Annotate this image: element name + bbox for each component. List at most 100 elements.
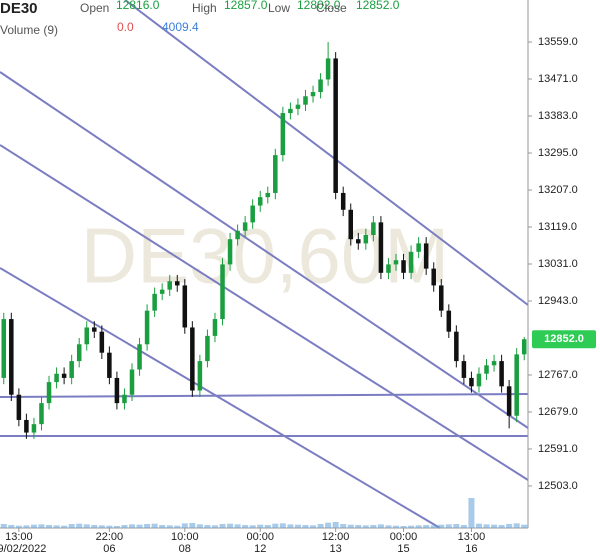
y-tick-label: 13559.0 — [538, 36, 578, 48]
last-price-box — [532, 330, 596, 349]
x-tick-label: 00:00 — [246, 531, 274, 543]
candle-body — [1, 319, 7, 378]
candle-body — [288, 108, 293, 114]
x-tick-label: 12 — [254, 543, 266, 555]
y-tick-label: 13207.0 — [538, 184, 578, 196]
candle-body — [31, 424, 37, 433]
volume-bar — [287, 524, 294, 528]
volume-bar — [98, 525, 105, 528]
candle-body — [84, 327, 90, 345]
volume-bar — [166, 525, 173, 528]
candle-body — [310, 92, 316, 97]
volume-bar — [38, 524, 45, 528]
trend-line — [0, 144, 529, 481]
volume-bar — [151, 523, 158, 528]
candle-body — [318, 79, 323, 93]
candle-body — [469, 377, 474, 387]
y-tick-label: 12679.0 — [538, 406, 578, 418]
x-tick-label: 08 — [179, 543, 191, 555]
candle-body — [129, 369, 135, 395]
candle-body — [273, 155, 278, 193]
candle-body — [408, 251, 414, 273]
candle-body — [92, 327, 97, 332]
volume-bar — [113, 526, 120, 528]
candle-body — [454, 331, 459, 362]
x-tick-label: 09/02/2022 — [0, 543, 46, 555]
volume-bar — [8, 525, 15, 528]
volume-bar — [279, 523, 286, 528]
volume-value: 0.0 — [117, 20, 134, 34]
candle-body — [144, 310, 150, 345]
x-tick-label: 13:00 — [5, 531, 33, 543]
volume-bar — [408, 525, 415, 528]
y-tick-label: 13031.0 — [538, 258, 578, 270]
candle-body — [242, 222, 248, 231]
candle-body — [348, 209, 354, 240]
volume-bar — [128, 524, 136, 528]
trend-line — [0, 71, 529, 429]
volume-bar — [415, 525, 422, 528]
volume-bar — [76, 523, 83, 528]
candle-body — [371, 222, 376, 235]
low-label: Low — [268, 1, 290, 15]
volume-bar — [196, 524, 203, 528]
close-value: 12852.0 — [356, 0, 400, 12]
candle-body — [9, 319, 14, 395]
volume-bar — [430, 525, 437, 528]
volume-bar — [15, 525, 22, 528]
x-tick-label: 10:00 — [171, 531, 199, 543]
candle-body — [220, 264, 225, 320]
candle-body — [446, 310, 452, 332]
volume-bar — [46, 525, 53, 528]
y-tick-label: 13295.0 — [538, 147, 578, 159]
trend-line — [124, 0, 529, 306]
volume-bar — [219, 524, 226, 528]
candle-body — [24, 419, 29, 433]
x-tick-label: 06 — [103, 543, 115, 555]
candle-body — [521, 339, 527, 355]
low-value: 12802.0 — [297, 0, 341, 12]
volume-value: 4009.4 — [162, 20, 199, 34]
candle-body — [114, 377, 120, 404]
volume-bar — [483, 524, 490, 528]
candle-body — [303, 96, 308, 105]
candle-body — [484, 365, 489, 374]
volume-label: Volume (9) — [0, 23, 58, 37]
open-label: Open — [80, 1, 109, 15]
volume-bar — [136, 524, 143, 528]
volume-bar — [445, 524, 452, 528]
x-tick-label: 12:00 — [322, 531, 350, 543]
candle-body — [159, 289, 165, 294]
candle-body — [333, 58, 338, 193]
volume-bar — [438, 524, 445, 528]
symbol: DE30 — [0, 0, 38, 17]
candle-body — [257, 197, 263, 206]
candle-body — [386, 264, 391, 273]
volume-bar — [264, 525, 271, 528]
volume-bar — [347, 524, 354, 528]
volume-bar — [475, 523, 482, 528]
candle-body — [514, 354, 519, 416]
candle-body — [295, 104, 301, 109]
candle-body — [227, 239, 233, 265]
y-tick-label: 12943.0 — [538, 295, 578, 307]
candle-body — [39, 403, 44, 425]
volume-bar — [460, 525, 467, 528]
volume-bar — [189, 523, 196, 528]
candle-body — [205, 335, 210, 362]
candle-body — [182, 285, 188, 328]
last-price-label: 12852.0 — [544, 333, 584, 345]
volume-bar — [491, 524, 498, 528]
volume-bar — [204, 525, 211, 528]
volume-bar — [272, 523, 279, 528]
volume-bar — [377, 524, 384, 528]
volume-bar — [453, 524, 460, 528]
volume-bar — [227, 523, 234, 528]
volume-bar — [91, 525, 98, 528]
candle-body — [280, 113, 286, 156]
volume-bar — [53, 525, 60, 528]
volume-bar — [181, 523, 188, 528]
y-tick-label: 13383.0 — [538, 110, 578, 122]
candle-body — [167, 281, 172, 290]
